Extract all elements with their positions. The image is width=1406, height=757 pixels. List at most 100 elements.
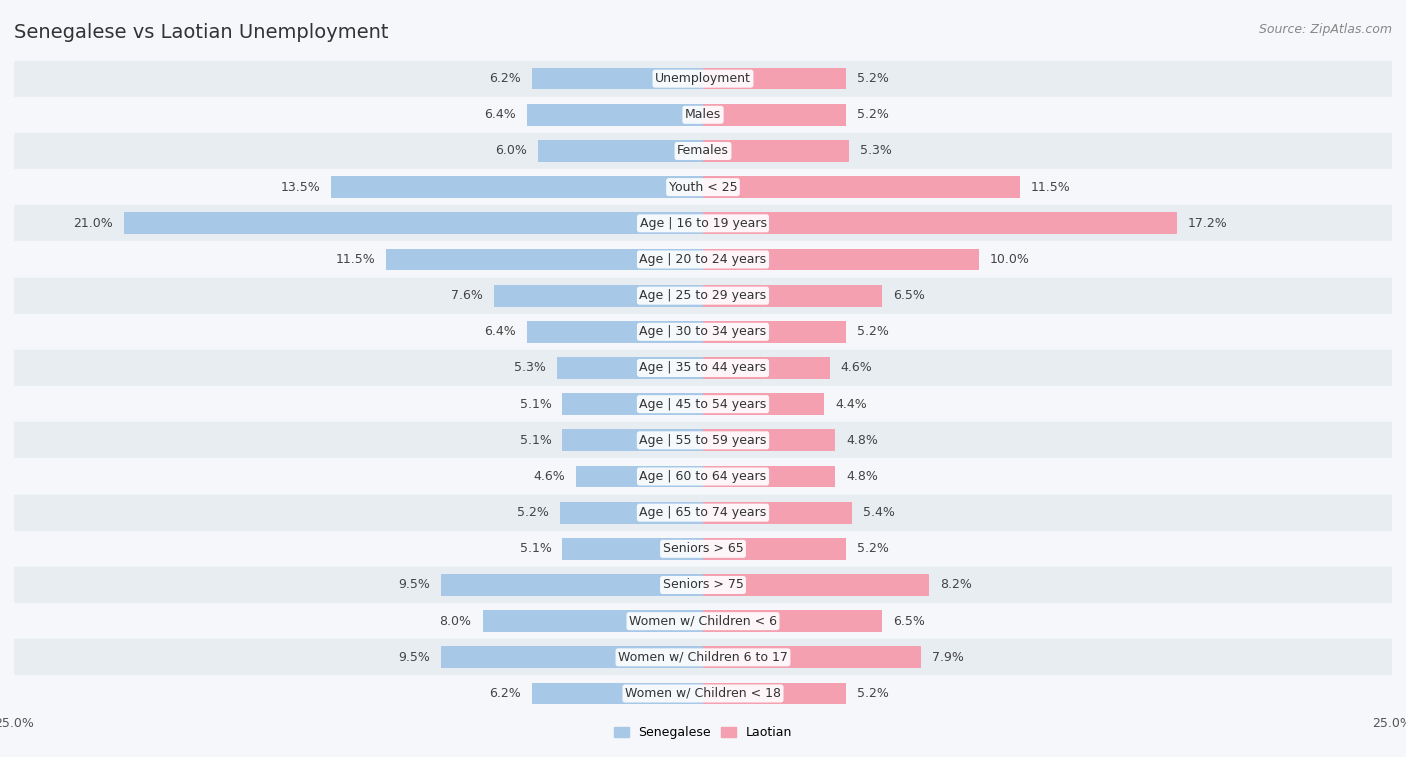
Bar bbox=[14, 205, 1392, 241]
Text: 5.2%: 5.2% bbox=[517, 506, 548, 519]
Text: Age | 20 to 24 years: Age | 20 to 24 years bbox=[640, 253, 766, 266]
Text: 5.1%: 5.1% bbox=[520, 542, 551, 556]
Bar bbox=[14, 386, 1392, 422]
Bar bbox=[482, 610, 703, 632]
Text: Seniors > 75: Seniors > 75 bbox=[662, 578, 744, 591]
Bar bbox=[494, 285, 703, 307]
Text: Age | 55 to 59 years: Age | 55 to 59 years bbox=[640, 434, 766, 447]
Bar bbox=[703, 683, 846, 704]
Bar bbox=[531, 68, 703, 89]
Bar bbox=[14, 97, 1392, 133]
Bar bbox=[14, 133, 1392, 169]
Bar bbox=[441, 574, 703, 596]
Text: 7.9%: 7.9% bbox=[932, 651, 963, 664]
Bar bbox=[562, 538, 703, 559]
Text: 11.5%: 11.5% bbox=[335, 253, 375, 266]
Text: 4.6%: 4.6% bbox=[841, 362, 873, 375]
Bar bbox=[14, 169, 1392, 205]
Bar bbox=[124, 213, 703, 234]
Text: 8.0%: 8.0% bbox=[440, 615, 471, 628]
Text: Males: Males bbox=[685, 108, 721, 121]
Bar bbox=[703, 357, 830, 378]
Text: 6.2%: 6.2% bbox=[489, 72, 522, 85]
Bar bbox=[703, 394, 824, 415]
Bar bbox=[703, 646, 921, 668]
Bar bbox=[441, 646, 703, 668]
Bar bbox=[703, 104, 846, 126]
Text: Age | 16 to 19 years: Age | 16 to 19 years bbox=[640, 217, 766, 230]
Bar bbox=[703, 321, 846, 343]
Text: 4.4%: 4.4% bbox=[835, 397, 868, 410]
Bar bbox=[703, 466, 835, 488]
Bar bbox=[703, 574, 929, 596]
Text: Women w/ Children < 18: Women w/ Children < 18 bbox=[626, 687, 780, 700]
Text: Females: Females bbox=[678, 145, 728, 157]
Text: 6.0%: 6.0% bbox=[495, 145, 527, 157]
Bar bbox=[14, 603, 1392, 639]
Bar bbox=[703, 429, 835, 451]
Text: 6.2%: 6.2% bbox=[489, 687, 522, 700]
Text: 7.6%: 7.6% bbox=[451, 289, 482, 302]
Bar bbox=[703, 502, 852, 524]
Text: Age | 45 to 54 years: Age | 45 to 54 years bbox=[640, 397, 766, 410]
Text: 4.6%: 4.6% bbox=[533, 470, 565, 483]
Bar bbox=[703, 68, 846, 89]
Bar bbox=[527, 104, 703, 126]
Bar bbox=[14, 278, 1392, 313]
Text: Age | 60 to 64 years: Age | 60 to 64 years bbox=[640, 470, 766, 483]
Bar bbox=[576, 466, 703, 488]
Bar bbox=[14, 61, 1392, 97]
Bar bbox=[387, 248, 703, 270]
Text: 10.0%: 10.0% bbox=[990, 253, 1029, 266]
Text: 11.5%: 11.5% bbox=[1031, 181, 1071, 194]
Text: 5.1%: 5.1% bbox=[520, 434, 551, 447]
Bar bbox=[14, 241, 1392, 278]
Bar bbox=[560, 502, 703, 524]
Bar bbox=[562, 429, 703, 451]
Text: 6.4%: 6.4% bbox=[484, 108, 516, 121]
Bar bbox=[14, 675, 1392, 712]
Text: 6.5%: 6.5% bbox=[893, 289, 925, 302]
Bar bbox=[527, 321, 703, 343]
Bar bbox=[531, 683, 703, 704]
Text: 5.3%: 5.3% bbox=[515, 362, 546, 375]
Bar bbox=[14, 422, 1392, 459]
Text: 5.3%: 5.3% bbox=[860, 145, 891, 157]
Text: 8.2%: 8.2% bbox=[941, 578, 972, 591]
Bar bbox=[537, 140, 703, 162]
Text: Age | 35 to 44 years: Age | 35 to 44 years bbox=[640, 362, 766, 375]
Text: 5.2%: 5.2% bbox=[858, 72, 889, 85]
Bar bbox=[14, 459, 1392, 494]
Text: 9.5%: 9.5% bbox=[398, 578, 430, 591]
Text: 5.2%: 5.2% bbox=[858, 542, 889, 556]
Text: Seniors > 65: Seniors > 65 bbox=[662, 542, 744, 556]
Legend: Senegalese, Laotian: Senegalese, Laotian bbox=[609, 721, 797, 744]
Bar bbox=[562, 394, 703, 415]
Text: Senegalese vs Laotian Unemployment: Senegalese vs Laotian Unemployment bbox=[14, 23, 388, 42]
Text: Source: ZipAtlas.com: Source: ZipAtlas.com bbox=[1258, 23, 1392, 36]
Bar bbox=[703, 285, 882, 307]
Bar bbox=[703, 538, 846, 559]
Text: Women w/ Children < 6: Women w/ Children < 6 bbox=[628, 615, 778, 628]
Text: Age | 25 to 29 years: Age | 25 to 29 years bbox=[640, 289, 766, 302]
Text: Unemployment: Unemployment bbox=[655, 72, 751, 85]
Bar bbox=[14, 494, 1392, 531]
Bar bbox=[703, 213, 1177, 234]
Text: Age | 65 to 74 years: Age | 65 to 74 years bbox=[640, 506, 766, 519]
Bar bbox=[703, 248, 979, 270]
Bar bbox=[557, 357, 703, 378]
Text: 5.2%: 5.2% bbox=[858, 326, 889, 338]
Text: Youth < 25: Youth < 25 bbox=[669, 181, 737, 194]
Text: 6.4%: 6.4% bbox=[484, 326, 516, 338]
Text: 4.8%: 4.8% bbox=[846, 434, 879, 447]
Bar bbox=[703, 176, 1019, 198]
Bar bbox=[703, 610, 882, 632]
Text: 9.5%: 9.5% bbox=[398, 651, 430, 664]
Text: 5.2%: 5.2% bbox=[858, 108, 889, 121]
Text: 6.5%: 6.5% bbox=[893, 615, 925, 628]
Bar bbox=[14, 350, 1392, 386]
Bar bbox=[14, 313, 1392, 350]
Bar bbox=[14, 531, 1392, 567]
Text: 4.8%: 4.8% bbox=[846, 470, 879, 483]
Bar bbox=[14, 639, 1392, 675]
